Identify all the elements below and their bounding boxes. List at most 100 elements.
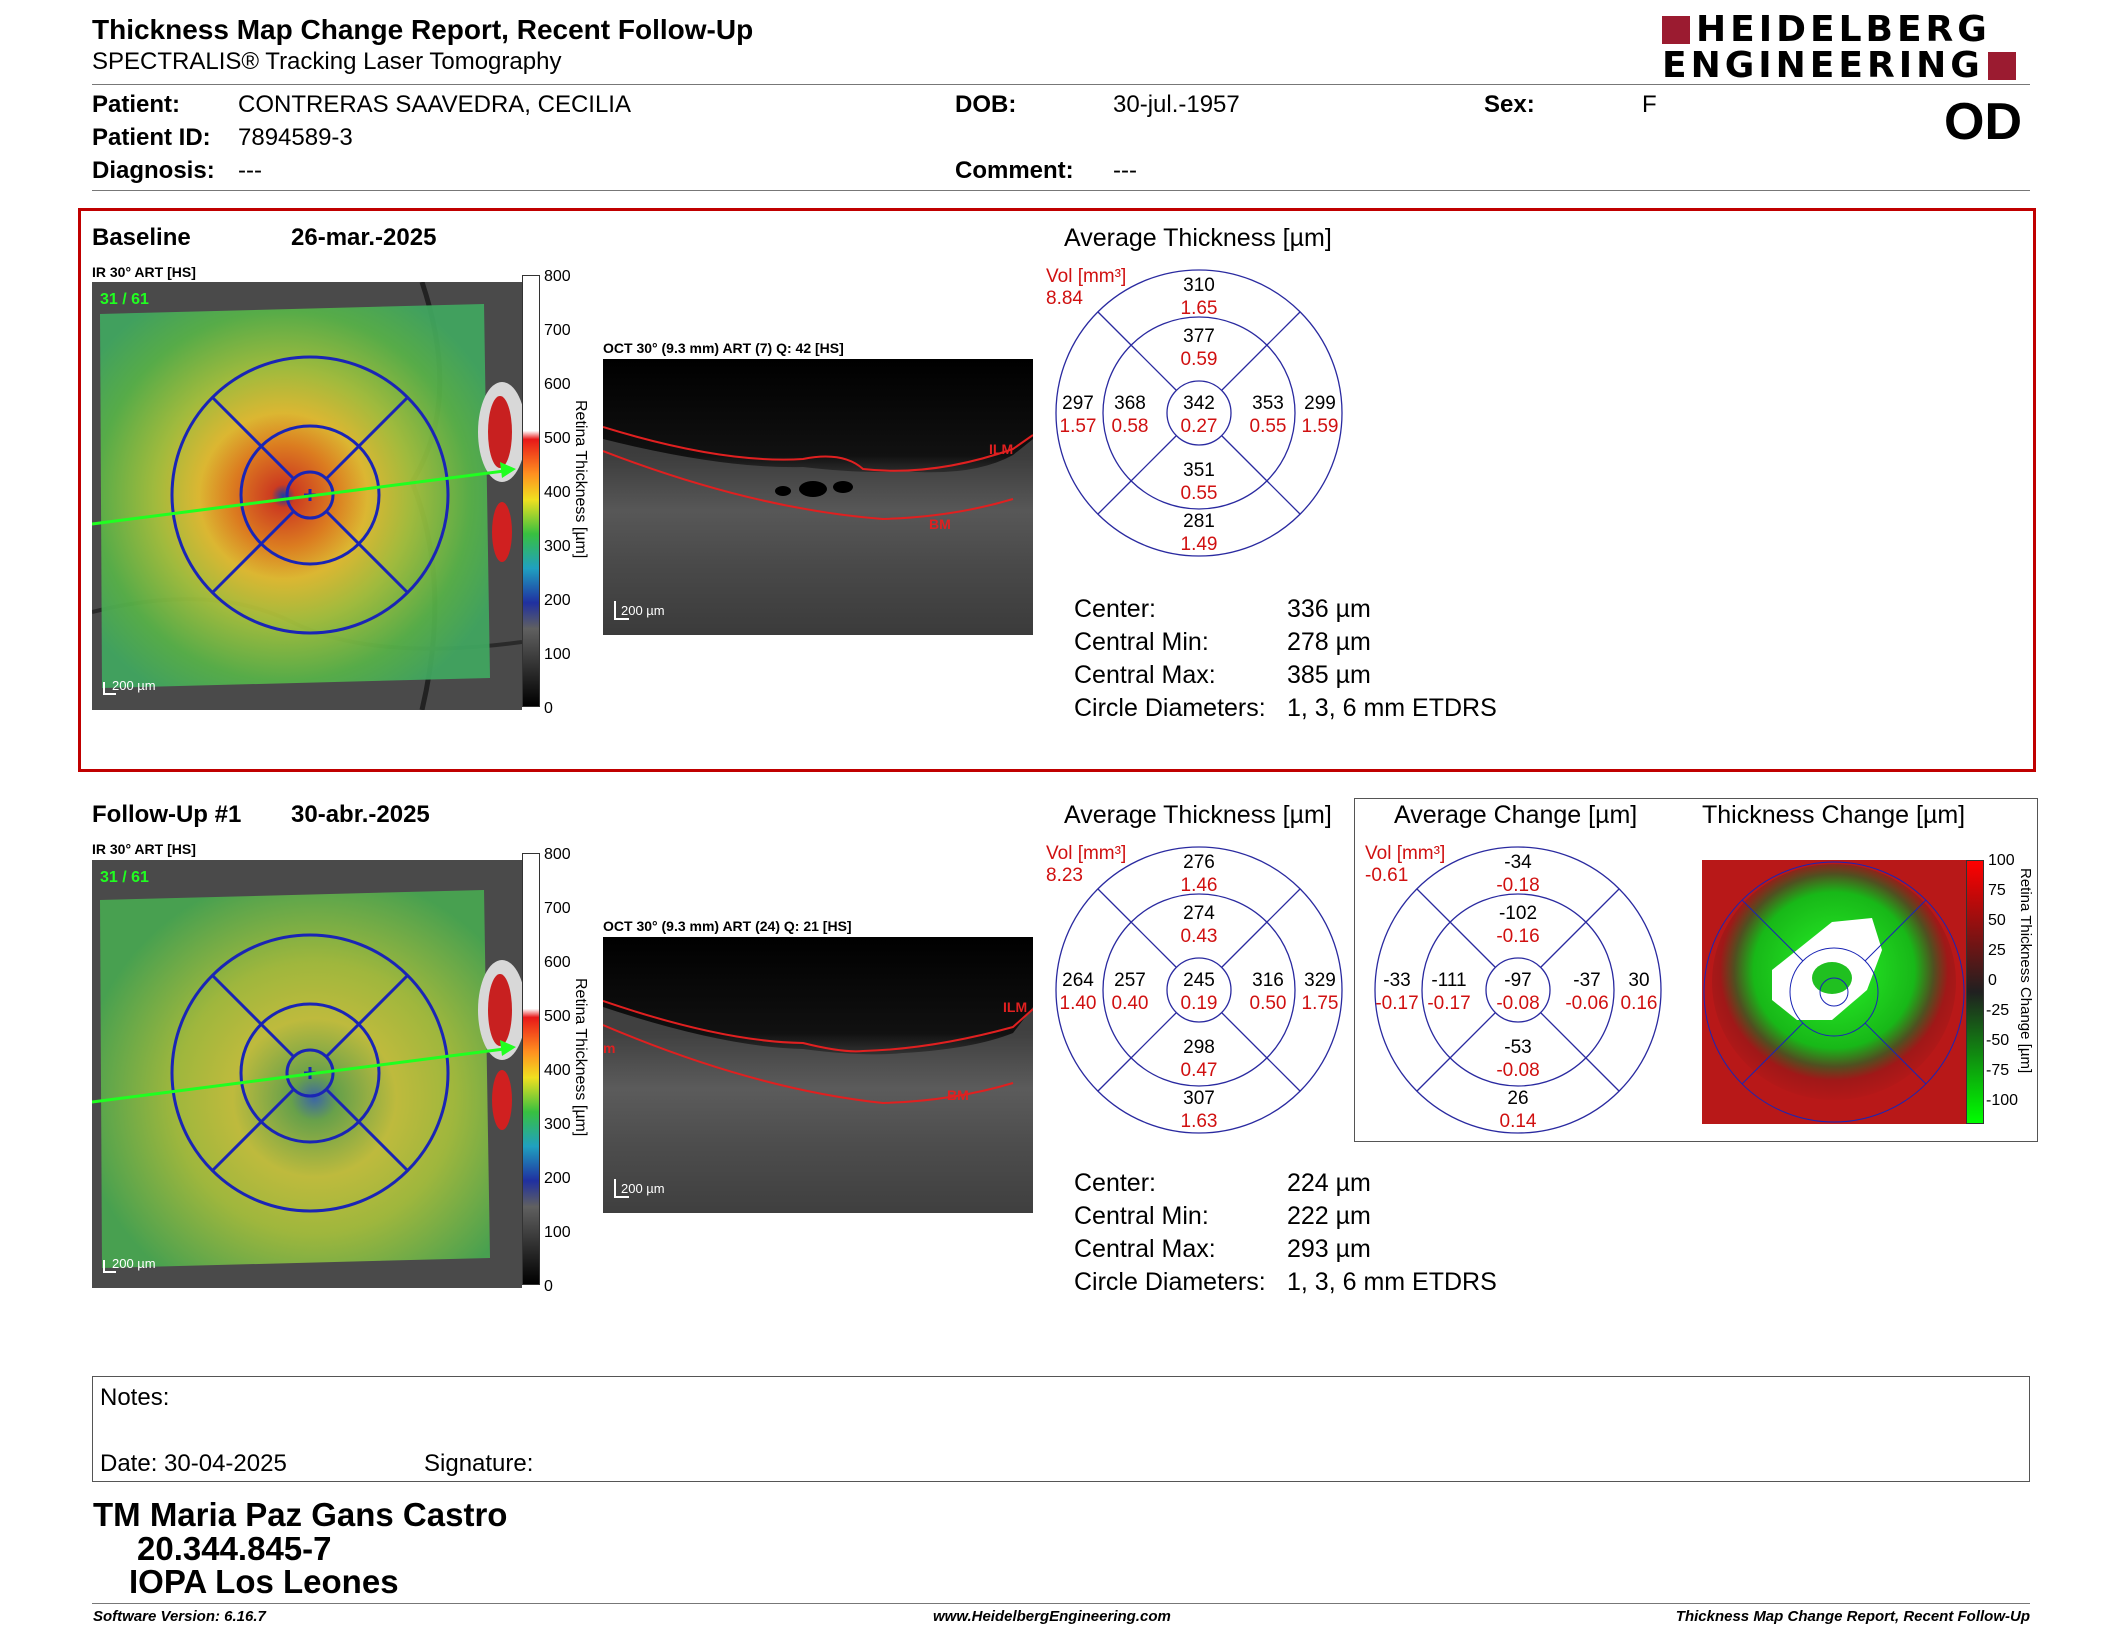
change-inner-nas-vol: -0.06	[1565, 993, 1608, 1014]
change-inner-inf: -53	[1504, 1037, 1531, 1058]
etdrs-inner-nas-vol: 0.50	[1250, 993, 1287, 1014]
tick-label: -75	[1986, 1062, 2010, 1079]
tick-label: -25	[1986, 1002, 2010, 1019]
diagnosis-label: Diagnosis:	[92, 157, 215, 184]
etdrs-outer-sup: 276	[1183, 852, 1215, 873]
etdrs-inner-inf-vol: 0.47	[1181, 1060, 1218, 1081]
report-title: Thickness Map Change Report, Recent Foll…	[92, 14, 754, 45]
baseline-volume: Vol [mm³] 8.84	[1046, 266, 1126, 310]
followup-ilm-label: ILM	[1003, 999, 1027, 1015]
tick-label: 300	[544, 1116, 571, 1133]
vol-label: Vol [mm³]	[1365, 843, 1446, 864]
baseline-bm-label: BM	[929, 516, 951, 532]
change-outer-temp-vol: -0.17	[1375, 993, 1418, 1014]
change-inner-sup-vol: -0.16	[1496, 926, 1539, 947]
etdrs-inner-temp-vol: 0.58	[1112, 416, 1149, 437]
etdrs-outer-sup-vol: 1.65	[1181, 298, 1218, 319]
followup-ir-counter: 31 / 61	[100, 869, 149, 886]
change-colorbar	[1966, 860, 1984, 1124]
change-center-vol: -0.08	[1496, 993, 1539, 1014]
change-outer-nas: 30	[1628, 970, 1649, 991]
tick-label: 700	[544, 322, 571, 339]
followup-fundus-image: 31 / 61 200 µm	[92, 860, 522, 1288]
etdrs-inner-inf: 298	[1183, 1037, 1215, 1058]
logo-text-line2: ENGINEERING	[1662, 45, 1984, 86]
baseline-avg-title: Average Thickness [µm]	[1064, 224, 1332, 252]
followup-min-value: 222 µm	[1287, 1202, 1371, 1230]
logo-square-bottom	[1987, 52, 2016, 80]
tick-label: 0	[544, 1278, 553, 1295]
logo-square-top	[1662, 16, 1690, 44]
baseline-date: 26-mar.-2025	[291, 224, 437, 251]
etdrs-outer-nas-vol: 1.75	[1302, 993, 1339, 1014]
eye-label: OD	[1944, 93, 2022, 151]
followup-ir-label: IR 30° ART [HS]	[92, 841, 196, 857]
vol-value: 8.23	[1046, 865, 1083, 886]
baseline-min-value: 278 µm	[1287, 628, 1371, 656]
tick-label: 500	[544, 430, 571, 447]
etdrs-outer-inf: 307	[1183, 1088, 1215, 1109]
baseline-max-value: 385 µm	[1287, 661, 1371, 689]
followup-colorbar	[522, 853, 540, 1285]
signature-label: Signature:	[424, 1450, 534, 1477]
thickness-change-map	[1702, 860, 1966, 1124]
change-title: Average Change [µm]	[1394, 801, 1638, 829]
followup-date: 30-abr.-2025	[291, 801, 430, 828]
etdrs-inner-nas: 316	[1252, 970, 1284, 991]
baseline-center-value: 336 µm	[1287, 595, 1371, 623]
baseline-label: Baseline	[92, 224, 191, 251]
baseline-ir-label: IR 30° ART [HS]	[92, 264, 196, 280]
baseline-oct-scale: 200 µm	[621, 603, 665, 618]
etdrs-outer-nas-vol: 1.59	[1302, 416, 1339, 437]
baseline-ilm-label: ILM	[989, 441, 1013, 457]
footer-divider	[92, 1603, 2030, 1604]
vol-label: Vol [mm³]	[1046, 266, 1127, 287]
thickness-change-title: Thickness Change [µm]	[1702, 801, 1966, 829]
notes-box[interactable]	[92, 1376, 2030, 1482]
etdrs-outer-temp-vol: 1.40	[1060, 993, 1097, 1014]
followup-oct-image: m ILM BM 200 µm	[603, 937, 1033, 1213]
tick-label: 200	[544, 1170, 571, 1187]
dob-value: 30-jul.-1957	[1113, 91, 1240, 118]
change-colorbar-title: Retina Thickness Change [µm]	[2017, 868, 2034, 1074]
baseline-max-label: Central Max:	[1074, 661, 1216, 689]
diagnosis-value: ---	[238, 157, 262, 184]
dob-label: DOB:	[955, 91, 1017, 118]
followup-center-value: 224 µm	[1287, 1169, 1371, 1197]
tick-label: 50	[1988, 912, 2006, 929]
etdrs-outer-inf-vol: 1.63	[1181, 1111, 1218, 1132]
baseline-fundus-image: 31 / 61 200 µm	[92, 282, 522, 710]
followup-volume: Vol [mm³] 8.23	[1046, 843, 1126, 887]
etdrs-inner-sup: 377	[1183, 326, 1215, 347]
signer-name: TM Maria Paz Gans Castro	[93, 1496, 508, 1533]
comment-value: ---	[1113, 157, 1137, 184]
followup-colorbar-title: Retina Thickness [µm]	[572, 978, 589, 1137]
baseline-oct-image: ILM BM 200 µm	[603, 359, 1033, 635]
followup-circ-label: Circle Diameters:	[1074, 1268, 1266, 1296]
baseline-colorbar	[522, 275, 540, 707]
change-volume: Vol [mm³] -0.61	[1365, 843, 1445, 887]
date-label: Date: 30-04-2025	[100, 1450, 287, 1477]
vol-label: Vol [mm³]	[1046, 843, 1127, 864]
footer-website[interactable]: www.HeidelbergEngineering.com	[933, 1608, 1171, 1625]
etdrs-inner-sup-vol: 0.59	[1181, 349, 1218, 370]
baseline-colorbar-ticks: 800 700 600 500 400 300 200 100 0	[540, 268, 571, 717]
followup-avg-title: Average Thickness [µm]	[1064, 801, 1332, 829]
baseline-colorbar-title: Retina Thickness [µm]	[572, 400, 589, 559]
followup-circ-value: 1, 3, 6 mm ETDRS	[1287, 1268, 1497, 1296]
etdrs-center: 342	[1183, 393, 1215, 414]
etdrs-outer-inf-vol: 1.49	[1181, 534, 1218, 555]
patient-label: Patient:	[92, 91, 181, 118]
vol-value: -0.61	[1365, 865, 1409, 886]
followup-max-value: 293 µm	[1287, 1235, 1371, 1263]
tick-label: 800	[544, 268, 571, 285]
etdrs-outer-nas: 299	[1304, 393, 1336, 414]
notes-label: Notes:	[100, 1384, 170, 1411]
patient-name: CONTRERAS SAAVEDRA, CECILIA	[238, 91, 631, 118]
change-outer-sup: -34	[1504, 852, 1532, 873]
change-center: -97	[1504, 970, 1531, 991]
etdrs-inner-nas: 353	[1252, 393, 1284, 414]
comment-label: Comment:	[955, 157, 1074, 184]
etdrs-outer-temp: 264	[1062, 970, 1094, 991]
baseline-ir-counter: 31 / 61	[100, 291, 149, 308]
